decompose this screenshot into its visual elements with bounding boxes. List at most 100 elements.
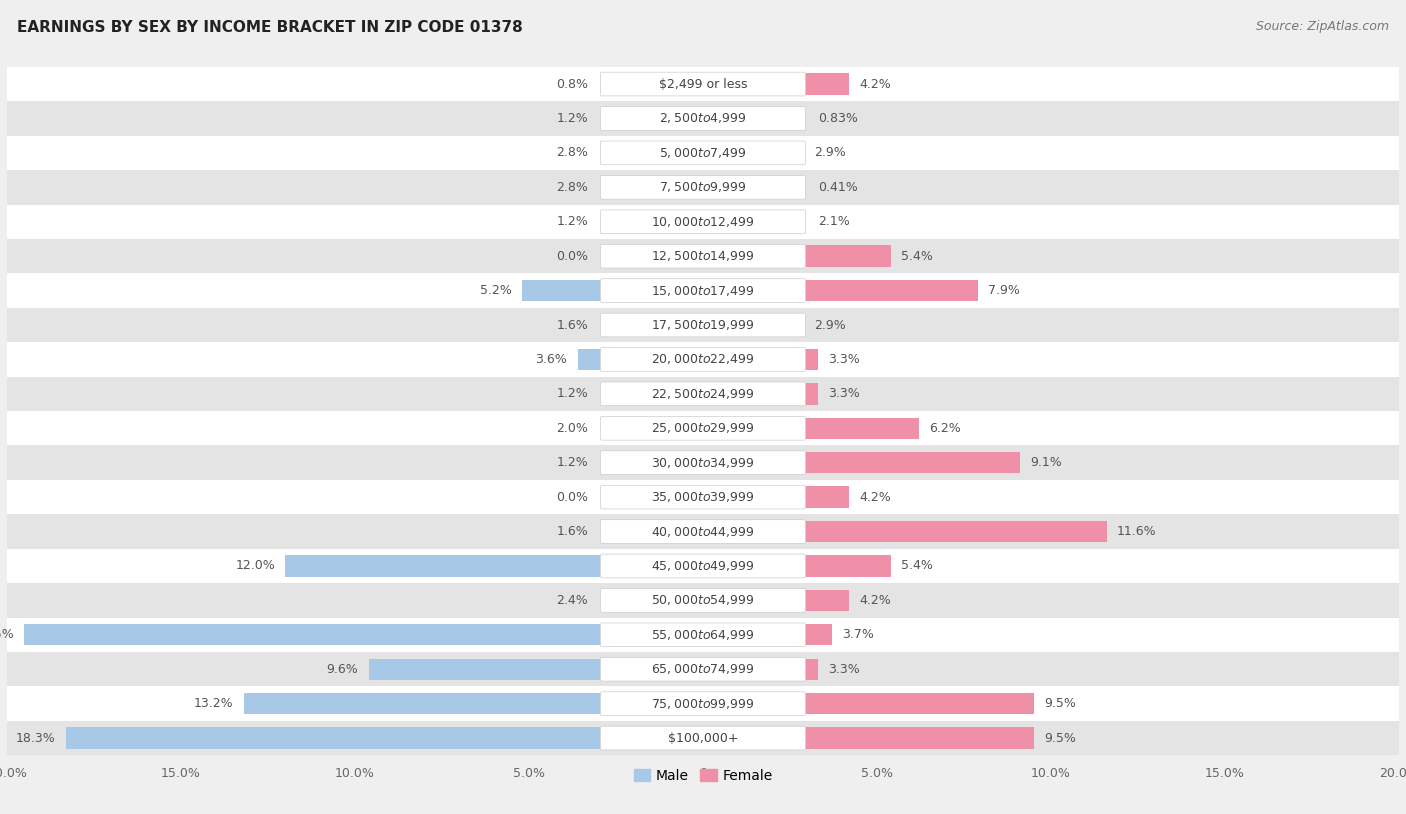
- FancyBboxPatch shape: [600, 107, 806, 130]
- Bar: [7, 721, 1399, 755]
- FancyBboxPatch shape: [600, 726, 806, 750]
- FancyBboxPatch shape: [600, 658, 806, 681]
- Bar: [703, 383, 818, 405]
- Bar: [66, 728, 703, 749]
- Text: 2.9%: 2.9%: [814, 147, 846, 160]
- Text: 1.2%: 1.2%: [557, 112, 588, 125]
- Text: $7,500 to $9,999: $7,500 to $9,999: [659, 181, 747, 195]
- Bar: [7, 101, 1399, 136]
- Text: 2.8%: 2.8%: [557, 147, 588, 160]
- Text: 5.4%: 5.4%: [901, 250, 934, 263]
- Bar: [578, 348, 703, 370]
- Bar: [24, 624, 703, 646]
- Bar: [703, 624, 832, 646]
- Text: $35,000 to $39,999: $35,000 to $39,999: [651, 490, 755, 504]
- FancyBboxPatch shape: [600, 451, 806, 475]
- Bar: [703, 728, 1033, 749]
- FancyBboxPatch shape: [600, 278, 806, 303]
- FancyBboxPatch shape: [600, 72, 806, 96]
- Text: 4.2%: 4.2%: [859, 491, 891, 504]
- FancyBboxPatch shape: [600, 348, 806, 371]
- Text: $100,000+: $100,000+: [668, 732, 738, 745]
- Bar: [703, 246, 891, 267]
- Text: 9.1%: 9.1%: [1031, 456, 1062, 469]
- Text: 0.8%: 0.8%: [557, 77, 588, 90]
- Text: 12.0%: 12.0%: [235, 559, 276, 572]
- Text: Source: ZipAtlas.com: Source: ZipAtlas.com: [1256, 20, 1389, 33]
- Text: 4.2%: 4.2%: [859, 594, 891, 607]
- Bar: [7, 583, 1399, 618]
- Bar: [703, 555, 891, 576]
- Bar: [633, 418, 703, 439]
- FancyBboxPatch shape: [600, 382, 806, 405]
- Text: $30,000 to $34,999: $30,000 to $34,999: [651, 456, 755, 470]
- Text: 6.2%: 6.2%: [929, 422, 960, 435]
- Text: 1.6%: 1.6%: [557, 318, 588, 331]
- FancyBboxPatch shape: [600, 176, 806, 199]
- Bar: [703, 589, 849, 611]
- Text: 3.3%: 3.3%: [828, 387, 860, 400]
- Bar: [7, 686, 1399, 721]
- Bar: [647, 314, 703, 335]
- Text: 0.0%: 0.0%: [557, 250, 588, 263]
- Bar: [661, 211, 703, 233]
- FancyBboxPatch shape: [600, 589, 806, 612]
- Text: 2.9%: 2.9%: [814, 318, 846, 331]
- Bar: [7, 67, 1399, 101]
- Bar: [7, 377, 1399, 411]
- Bar: [703, 142, 804, 164]
- Text: 3.7%: 3.7%: [842, 628, 875, 641]
- Text: 7.9%: 7.9%: [988, 284, 1021, 297]
- FancyBboxPatch shape: [600, 692, 806, 716]
- Text: $22,500 to $24,999: $22,500 to $24,999: [651, 387, 755, 400]
- Bar: [7, 308, 1399, 342]
- Text: $25,000 to $29,999: $25,000 to $29,999: [651, 422, 755, 435]
- Text: 2.8%: 2.8%: [557, 181, 588, 194]
- Bar: [703, 211, 776, 233]
- Bar: [703, 280, 979, 301]
- Bar: [7, 480, 1399, 514]
- Text: $2,500 to $4,999: $2,500 to $4,999: [659, 112, 747, 125]
- Text: 9.6%: 9.6%: [326, 663, 359, 676]
- Text: $12,500 to $14,999: $12,500 to $14,999: [651, 249, 755, 263]
- Text: $17,500 to $19,999: $17,500 to $19,999: [651, 318, 755, 332]
- Text: 13.2%: 13.2%: [194, 697, 233, 710]
- Bar: [7, 618, 1399, 652]
- Bar: [703, 659, 818, 680]
- Text: $15,000 to $17,499: $15,000 to $17,499: [651, 283, 755, 298]
- Bar: [7, 136, 1399, 170]
- Bar: [7, 204, 1399, 239]
- Text: $5,000 to $7,499: $5,000 to $7,499: [659, 146, 747, 160]
- Text: 3.3%: 3.3%: [828, 353, 860, 366]
- Bar: [7, 445, 1399, 480]
- Bar: [368, 659, 703, 680]
- Legend: Male, Female: Male, Female: [628, 763, 778, 788]
- Text: 18.3%: 18.3%: [15, 732, 56, 745]
- FancyBboxPatch shape: [600, 623, 806, 646]
- Bar: [703, 487, 849, 508]
- Text: $2,499 or less: $2,499 or less: [659, 77, 747, 90]
- Bar: [661, 383, 703, 405]
- Text: 0.0%: 0.0%: [557, 491, 588, 504]
- Text: 0.41%: 0.41%: [818, 181, 858, 194]
- FancyBboxPatch shape: [600, 210, 806, 234]
- Text: $65,000 to $74,999: $65,000 to $74,999: [651, 663, 755, 676]
- Text: 2.1%: 2.1%: [818, 215, 849, 228]
- Text: 11.6%: 11.6%: [1118, 525, 1157, 538]
- Text: 19.5%: 19.5%: [0, 628, 14, 641]
- Bar: [606, 142, 703, 164]
- Text: $20,000 to $22,499: $20,000 to $22,499: [651, 352, 755, 366]
- Bar: [7, 342, 1399, 377]
- FancyBboxPatch shape: [600, 313, 806, 337]
- Text: $45,000 to $49,999: $45,000 to $49,999: [651, 559, 755, 573]
- Bar: [7, 170, 1399, 204]
- Text: $55,000 to $64,999: $55,000 to $64,999: [651, 628, 755, 641]
- Text: 2.0%: 2.0%: [557, 422, 588, 435]
- Bar: [661, 107, 703, 129]
- Text: $40,000 to $44,999: $40,000 to $44,999: [651, 524, 755, 539]
- FancyBboxPatch shape: [600, 554, 806, 578]
- FancyBboxPatch shape: [600, 417, 806, 440]
- Text: 5.2%: 5.2%: [479, 284, 512, 297]
- Text: 1.6%: 1.6%: [557, 525, 588, 538]
- Bar: [7, 652, 1399, 686]
